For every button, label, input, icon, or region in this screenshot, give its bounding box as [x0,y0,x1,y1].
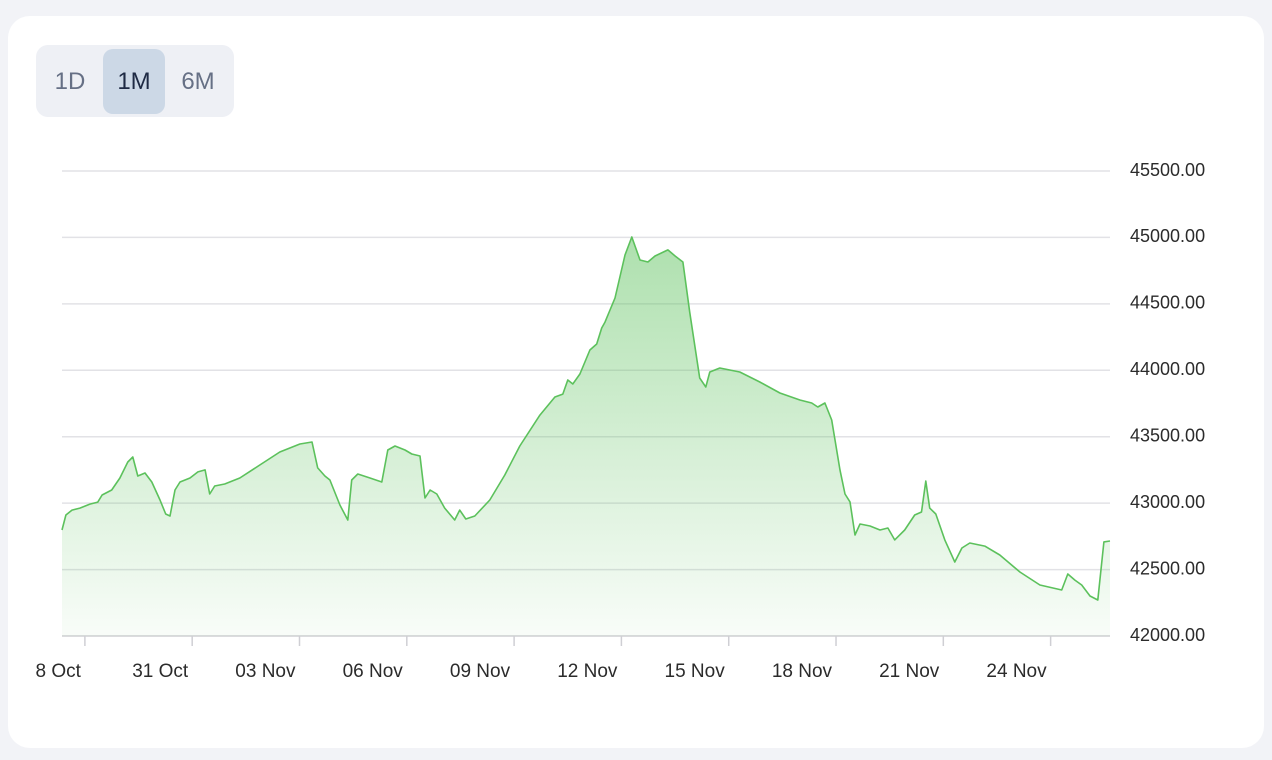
y-tick-label: 45000.00 [1130,226,1205,246]
y-tick-label: 42000.00 [1130,625,1205,645]
x-tick-label: 18 Nov [772,661,833,682]
x-tick-label: 15 Nov [665,661,726,682]
x-axis: 28 Oct 31 Oct 03 Nov 06 Nov 09 Nov 12 Nov 15 N… [25,636,1052,682]
x-tick-label: 06 Nov [343,661,404,682]
range-button[interactable]: 1M [103,48,165,114]
range-button[interactable]: 1D [54,67,86,95]
y-tick-label: 44500.00 [1130,293,1205,313]
y-tick-label: 44000.00 [1130,359,1205,379]
line [61,236,1111,601]
x-tick-label: 12 Nov [557,661,618,682]
range-button[interactable]: 6M [181,67,215,95]
y-tick-label: 43000.00 [1130,492,1205,512]
y-tick-label: 42500.00 [1130,558,1205,578]
range-selector: 1D 1M 6M [36,45,234,117]
x-tick-label: 21 Nov [879,661,940,682]
area [62,237,1110,636]
x-tick-label: 03 Nov [235,661,296,682]
x-tick-label: 09 Nov [450,661,511,682]
y-tick-label: 43500.00 [1130,425,1205,445]
x-tick-label: 31 Oct [132,661,189,682]
x-tick-label: 28 Oct [25,661,82,682]
x-tick-label: 24 Nov [986,661,1047,682]
y-tick-label: 45500.00 [1130,160,1205,180]
